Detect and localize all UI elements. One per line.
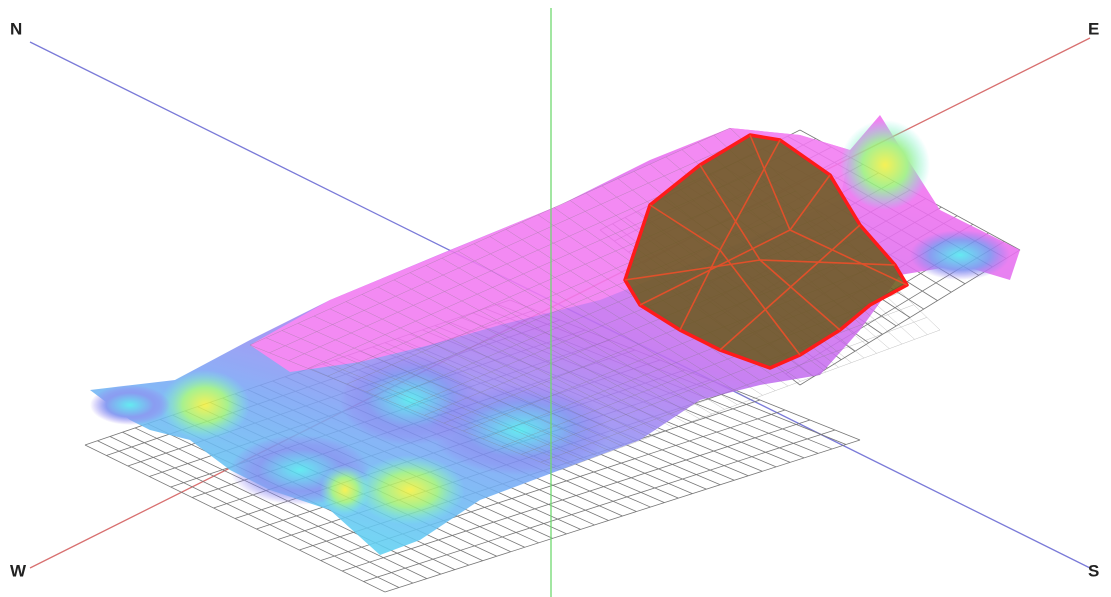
mesh-line (345, 301, 637, 443)
mesh-line (249, 127, 731, 346)
mesh-line (457, 250, 725, 410)
mesh-line (361, 294, 649, 438)
mesh-line (329, 308, 624, 447)
surface-patch (430, 385, 610, 475)
mesh-line (473, 243, 738, 405)
mesh-line (265, 337, 573, 466)
compass-label: N (10, 19, 22, 38)
mesh-line (489, 236, 751, 401)
mesh-line (313, 315, 611, 452)
mesh-line (297, 323, 599, 457)
mesh-line (377, 286, 662, 433)
compass-label: E (1088, 19, 1099, 38)
mesh-line (84, 444, 386, 593)
mesh-line (559, 329, 941, 471)
surface-patch (910, 230, 1010, 280)
mesh-line (441, 257, 713, 415)
mesh-line (109, 436, 414, 584)
mesh-line (393, 279, 675, 429)
surface-patch (355, 455, 465, 525)
surface-patch (840, 120, 930, 210)
mesh-line (122, 431, 428, 579)
compass-label: S (1088, 561, 1099, 580)
mesh-line (409, 272, 687, 424)
mesh-line (425, 265, 700, 419)
surface-patch (320, 465, 370, 515)
mesh-line (505, 229, 763, 396)
mesh-line (540, 317, 927, 463)
body-edges (624, 134, 908, 356)
compass-label: W (10, 561, 27, 580)
body (623, 133, 909, 370)
mesh-line (521, 304, 914, 455)
mesh-line (97, 440, 400, 588)
surface-patch (160, 370, 250, 440)
surface-patch (90, 385, 170, 425)
mesh-line (249, 344, 561, 471)
mesh-line (281, 330, 586, 461)
mesh-line (269, 140, 744, 354)
